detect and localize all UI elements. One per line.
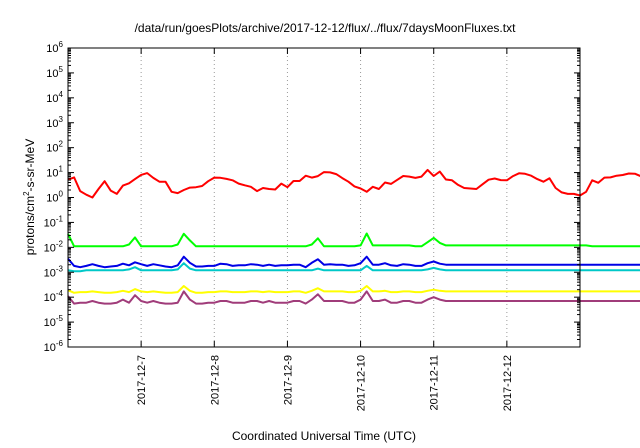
y-tick-label: 101 <box>46 165 63 180</box>
series-line-1 <box>67 168 640 199</box>
chart-title: /data/run/goesPlots/archive/2017-12-12/f… <box>135 21 517 35</box>
series-line-4 <box>67 255 640 269</box>
y-tick-label: 10-1 <box>44 214 64 229</box>
y-tick-labels: 10-6 10-5 10-4 10-3 10-2 10-1 100 101 102 103 104 1… <box>44 40 64 354</box>
y-tick-label: 100 <box>46 190 63 205</box>
x-tick-label: 2017-12-8 <box>209 355 221 405</box>
series-line-6 <box>67 290 640 305</box>
y-tick-label: 106 <box>46 40 63 55</box>
y-tick-label: 104 <box>46 90 63 105</box>
series-layer <box>67 168 640 305</box>
series-line-3 <box>67 262 640 273</box>
y-tick-label: 10-4 <box>44 289 64 304</box>
x-tick-label: 2017-12-9 <box>282 355 294 405</box>
x-tick-label: 2017-12-10 <box>356 355 368 411</box>
y-axis-label: protons/cm2-s-sr-MeV <box>22 139 37 255</box>
y-tick-label: 10-6 <box>44 339 64 354</box>
x-tick-label: 2017-12-7 <box>136 355 148 405</box>
y-tick-label: 102 <box>46 140 63 155</box>
y-tick-label: 10-5 <box>44 314 64 329</box>
series-line-5 <box>67 285 640 294</box>
y-tick-label: 103 <box>46 115 63 130</box>
y-tick-label: 10-3 <box>44 264 64 279</box>
y-tick-label: 105 <box>46 65 63 80</box>
ticks <box>68 47 580 348</box>
series-line-2 <box>67 232 640 248</box>
x-tick-label: 2017-12-12 <box>502 355 514 411</box>
x-axis-label: Coordinated Universal Time (UTC) <box>232 429 416 443</box>
y-tick-label: 10-2 <box>44 239 64 254</box>
x-tick-labels: 2017-12-7 2017-12-8 2017-12-9 2017-12-10 201… <box>136 355 514 411</box>
x-tick-label: 2017-12-11 <box>429 355 441 410</box>
